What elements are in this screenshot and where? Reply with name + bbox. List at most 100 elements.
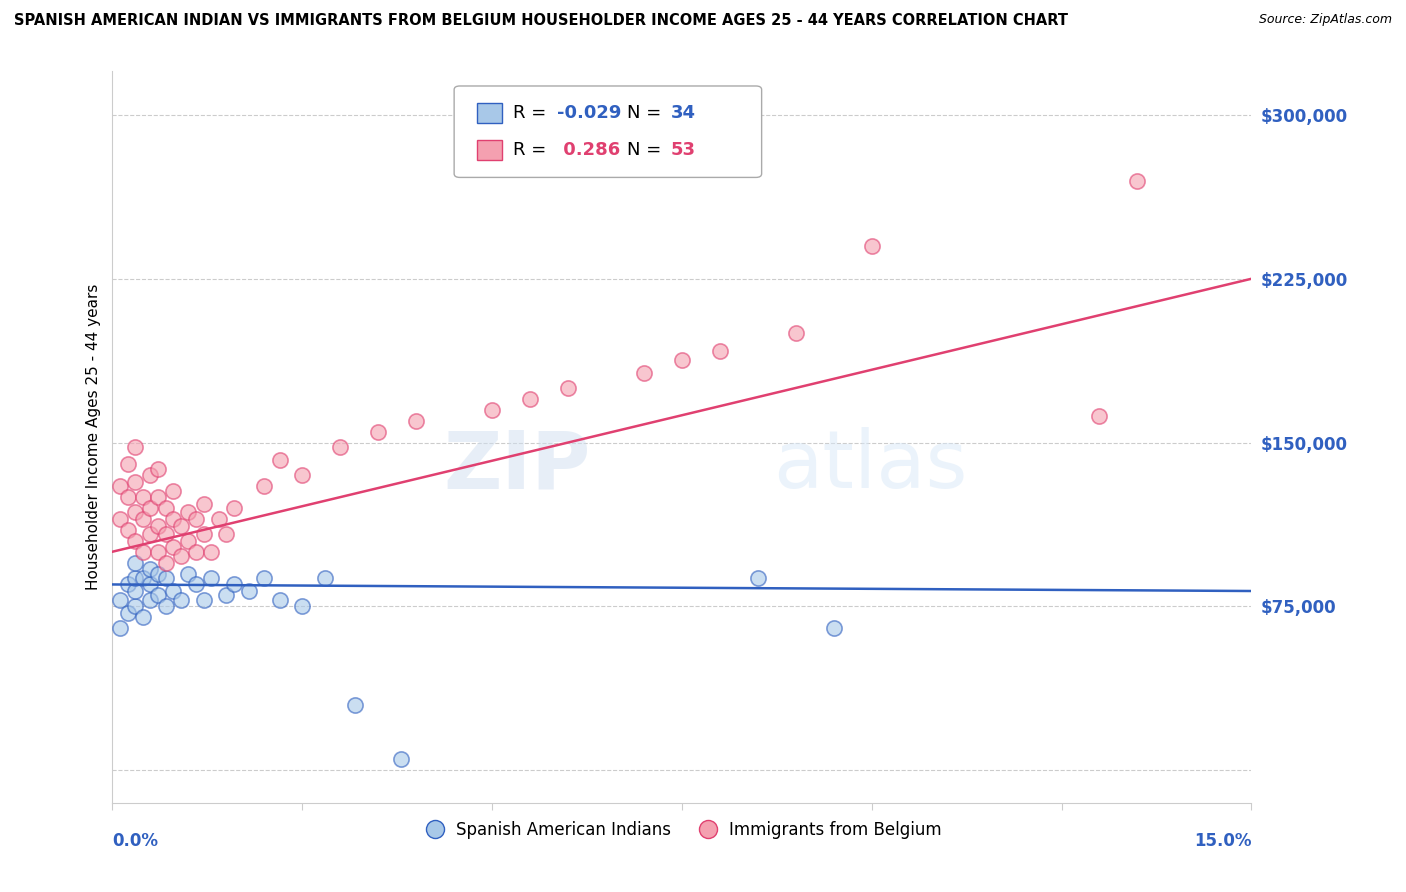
Point [860, 239, 883, 253]
Point [222, 501, 245, 516]
FancyBboxPatch shape [477, 140, 502, 161]
Point [709, 343, 731, 358]
Point [124, 584, 146, 599]
Point [170, 592, 193, 607]
Legend: Spanish American Indians, Immigrants from Belgium: Spanish American Indians, Immigrants fro… [416, 814, 948, 846]
Point [291, 599, 314, 614]
Point [785, 326, 807, 341]
FancyBboxPatch shape [477, 103, 502, 123]
Point [193, 527, 215, 541]
Point [139, 592, 162, 607]
Point [344, 698, 367, 712]
Text: 53: 53 [671, 141, 696, 159]
Point [146, 588, 169, 602]
FancyBboxPatch shape [454, 86, 762, 178]
Point [162, 584, 184, 599]
Point [146, 518, 169, 533]
Point [389, 752, 412, 766]
Point [1088, 409, 1111, 424]
Point [177, 505, 200, 519]
Point [481, 402, 503, 417]
Point [146, 545, 169, 559]
Point [124, 475, 146, 489]
Point [200, 545, 222, 559]
Text: N =: N = [627, 141, 668, 159]
Point [124, 505, 146, 519]
Point [108, 621, 131, 635]
Point [193, 592, 215, 607]
Point [124, 571, 146, 585]
Point [208, 512, 231, 526]
Point [177, 533, 200, 548]
Point [162, 483, 184, 498]
Point [200, 571, 222, 585]
Point [146, 490, 169, 504]
Point [557, 381, 579, 395]
Point [124, 440, 146, 454]
Point [519, 392, 541, 406]
Point [132, 490, 155, 504]
Point [633, 366, 655, 380]
Point [291, 468, 314, 483]
Point [117, 606, 139, 620]
Point [139, 468, 162, 483]
Point [155, 556, 177, 570]
Text: 0.286: 0.286 [557, 141, 620, 159]
Point [146, 461, 169, 475]
Text: atlas: atlas [773, 427, 967, 506]
Y-axis label: Householder Income Ages 25 - 44 years: Householder Income Ages 25 - 44 years [86, 284, 101, 591]
Point [238, 584, 260, 599]
Point [184, 545, 207, 559]
Point [367, 425, 389, 439]
Point [117, 458, 139, 472]
Point [747, 571, 769, 585]
Point [155, 571, 177, 585]
Point [184, 577, 207, 591]
Point [132, 512, 155, 526]
Point [177, 566, 200, 581]
Point [269, 592, 291, 607]
Point [162, 512, 184, 526]
Point [117, 577, 139, 591]
Point [139, 501, 162, 516]
Point [132, 545, 155, 559]
Text: ZIP: ZIP [443, 427, 591, 506]
Point [314, 571, 336, 585]
Point [139, 577, 162, 591]
Point [139, 527, 162, 541]
Point [162, 541, 184, 555]
Point [155, 501, 177, 516]
Point [124, 533, 146, 548]
Point [124, 556, 146, 570]
Text: Source: ZipAtlas.com: Source: ZipAtlas.com [1258, 13, 1392, 27]
Point [108, 512, 131, 526]
Text: 34: 34 [671, 104, 696, 122]
Point [170, 518, 193, 533]
Point [132, 571, 155, 585]
Point [215, 527, 238, 541]
Point [253, 571, 276, 585]
Text: 15.0%: 15.0% [1194, 832, 1251, 850]
Point [170, 549, 193, 563]
Text: SPANISH AMERICAN INDIAN VS IMMIGRANTS FROM BELGIUM HOUSEHOLDER INCOME AGES 25 - : SPANISH AMERICAN INDIAN VS IMMIGRANTS FR… [14, 13, 1069, 29]
Point [329, 440, 352, 454]
Point [146, 566, 169, 581]
Text: 0.0%: 0.0% [112, 832, 159, 850]
Point [671, 352, 693, 367]
Text: R =: R = [513, 104, 553, 122]
Text: N =: N = [627, 104, 668, 122]
Point [269, 453, 291, 467]
Point [155, 599, 177, 614]
Point [132, 610, 155, 624]
Point [108, 592, 131, 607]
Point [117, 523, 139, 537]
Point [1126, 173, 1149, 187]
Text: R =: R = [513, 141, 553, 159]
Point [108, 479, 131, 493]
Text: -0.029: -0.029 [557, 104, 621, 122]
Point [215, 588, 238, 602]
Point [117, 490, 139, 504]
Point [405, 414, 427, 428]
Point [155, 527, 177, 541]
Point [823, 621, 845, 635]
